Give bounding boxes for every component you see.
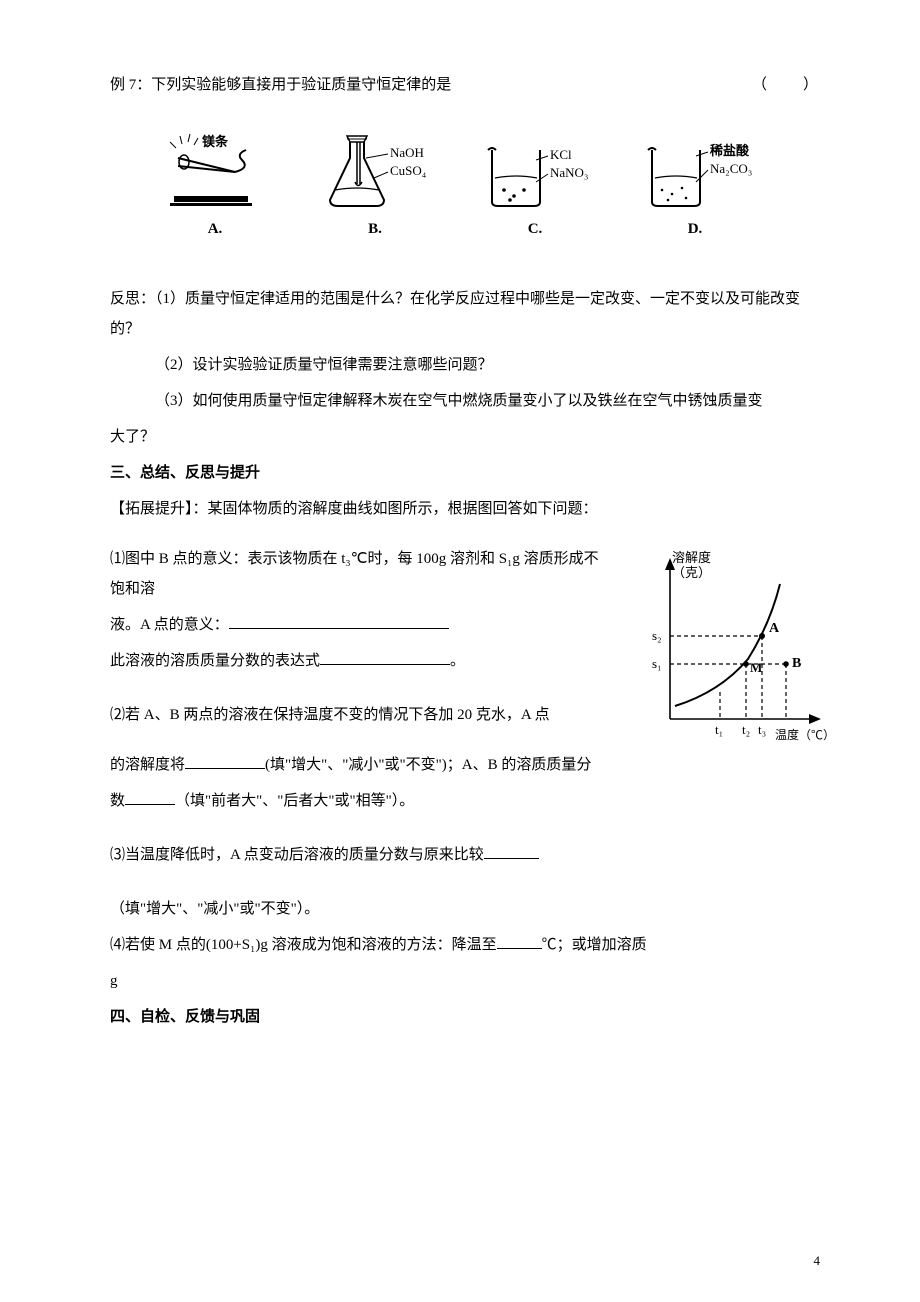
q2b-pre: 的溶解度将 [110, 757, 185, 773]
D-reagent2: Na₂CO₃ [710, 161, 752, 176]
section-4-heading: 四、自检、反馈与巩固 [110, 1002, 820, 1032]
solubility-chart: 溶解度 （克） 温度（℃） A M B [630, 544, 830, 765]
q2b-mid: (填"增大"、"减小"或"不变")；A、B 的溶质质量分 [265, 757, 591, 773]
svg-text:t₁: t₁ [715, 722, 723, 737]
q1c-post: 。 [450, 653, 465, 669]
q4-mid: ℃；或增加溶质 [542, 937, 647, 953]
q2c-post: （填"前者大"、"后者大"或"相等"）。 [175, 793, 414, 809]
svg-text:（克）: （克） [672, 565, 711, 580]
page-number: 4 [814, 1248, 821, 1274]
q1c-pre: 此溶液的溶质质量分数的表达式 [110, 653, 320, 669]
q4-blank1[interactable] [497, 933, 542, 950]
reflection-1: 反思：（1）质量守恒定律适用的范围是什么？在化学反应过程中哪些是一定改变、一定不… [110, 284, 820, 344]
reflection-3a: （3）如何使用质量守恒定律解释木炭在空气中燃烧质量变小了以及铁丝在空气中锈蚀质量… [110, 386, 820, 416]
ext-q1-line1: ⑴图中 B 点的意义：表示该物质在 t₃℃时，每 100g 溶剂和 S₁g 溶质… [110, 544, 600, 604]
mg-ribbon-label: 镁条 [202, 134, 229, 149]
experiment-B: NaOH CuSO₄ B. [310, 130, 440, 244]
ext-q4-end: g [110, 966, 820, 996]
extension-intro: 【拓展提升】：某固体物质的溶解度曲线如图所示，根据图回答如下问题： [110, 494, 820, 524]
q3-pre: ⑶当温度降低时，A 点变动后溶液的质量分数与原来比较 [110, 847, 484, 863]
exp-C-label: C. [528, 214, 543, 244]
q2c-pre: 数 [110, 793, 125, 809]
svg-text:B: B [792, 656, 801, 671]
B-reagent1: NaOH [390, 145, 424, 160]
solubility-section: 溶解度 （克） 温度（℃） A M B [110, 544, 820, 996]
D-reagent1: 稀盐酸 [710, 143, 750, 158]
q1b-blank[interactable] [229, 613, 449, 630]
svg-text:t₂: t₂ [742, 722, 750, 737]
q2b-blank[interactable] [185, 753, 265, 770]
svg-text:M: M [750, 660, 762, 675]
svg-text:s₂: s₂ [652, 628, 662, 643]
reflection-2: （2）设计实验验证质量守恒律需要注意哪些问题？ [110, 350, 820, 380]
exp-A-label: A. [208, 214, 223, 244]
q7-prompt: 例 7：下列实验能够直接用于验证质量守恒定律的是 （ ） [110, 70, 820, 100]
ext-q4: ⑷若使 M 点的(100+S₁)g 溶液成为饱和溶液的方法：降温至 ℃；或增加溶质 [110, 930, 820, 960]
ext-q1-line3: 此溶液的溶质质量分数的表达式 。 [110, 646, 600, 676]
reflection-3b: 大了？ [110, 422, 820, 452]
exp-B-label: B. [368, 214, 382, 244]
experiment-D: 稀盐酸 Na₂CO₃ D. [630, 130, 760, 244]
B-reagent2: CuSO₄ [390, 163, 427, 178]
q4-pre: ⑷若使 M 点的(100+S₁)g 溶液成为饱和溶液的方法：降温至 [110, 937, 497, 953]
ext-q2-line3: 数 （填"前者大"、"后者大"或"相等"）。 [110, 786, 820, 816]
C-reagent1: KCl [550, 147, 572, 162]
q2c-blank[interactable] [125, 789, 175, 806]
q7-text: 例 7：下列实验能够直接用于验证质量守恒定律的是 [110, 77, 451, 93]
experiment-options: 镁条 A. NaOH CuSO₄ [150, 130, 820, 244]
ext-q2-line1: ⑵若 A、B 两点的溶液在保持温度不变的情况下各加 20 克水，A 点 [110, 700, 600, 730]
ext-q1-line2: 液。A 点的意义： [110, 610, 600, 640]
svg-text:溶解度: 溶解度 [672, 550, 711, 565]
q1b-pre: 液。A 点的意义： [110, 617, 229, 633]
svg-text:s₁: s₁ [652, 656, 662, 671]
experiment-C-svg: KCl NaNO₃ [470, 130, 600, 212]
section-3-heading: 三、总结、反思与提升 [110, 458, 820, 488]
ext-q3-line1: ⑶当温度降低时，A 点变动后溶液的质量分数与原来比较 [110, 840, 820, 870]
q1c-blank[interactable] [320, 649, 450, 666]
experiment-B-svg: NaOH CuSO₄ [310, 130, 440, 212]
q7-paren: （ ） [752, 70, 820, 100]
q3-blank[interactable] [484, 843, 539, 860]
svg-text:A: A [769, 621, 780, 636]
experiment-D-svg: 稀盐酸 Na₂CO₃ [630, 130, 760, 212]
experiment-A-svg: 镁条 [150, 130, 280, 212]
svg-text:温度（℃）: 温度（℃） [775, 727, 830, 742]
C-reagent2: NaNO₃ [550, 165, 588, 180]
ext-q3-line2: （填"增大"、"减小"或"不变"）。 [110, 894, 820, 924]
exp-D-label: D. [688, 214, 703, 244]
svg-text:t₃: t₃ [758, 722, 766, 737]
experiment-A: 镁条 A. [150, 130, 280, 244]
experiment-C: KCl NaNO₃ C. [470, 130, 600, 244]
